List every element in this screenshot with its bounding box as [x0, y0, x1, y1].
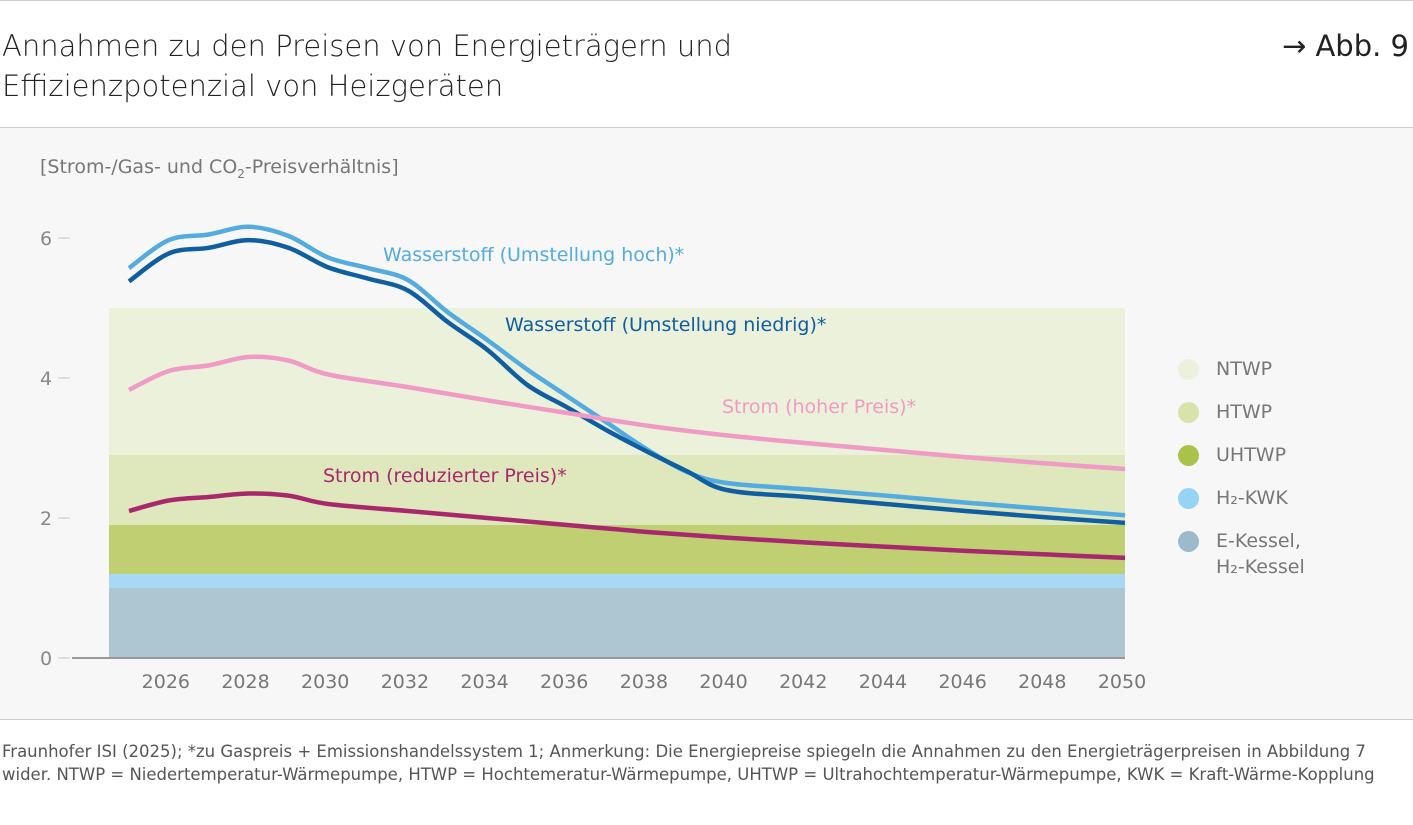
- legend-item: NTWP: [1178, 356, 1305, 399]
- series-label-1: Wasserstoff (Umstellung niedrig)*: [505, 314, 826, 336]
- x-tick-label: 2028: [221, 671, 269, 693]
- y-tick-label: 0: [40, 648, 52, 670]
- x-tick-label: 2026: [142, 671, 190, 693]
- legend-swatch: [1178, 402, 1199, 423]
- legend-swatch: [1178, 531, 1199, 552]
- legend-item: HTWP: [1178, 399, 1305, 442]
- legend: NTWP HTWP UHTWP H₂-KWK E-Kessel, H₂-Kessel: [1178, 356, 1305, 578]
- legend-swatch: [1178, 445, 1199, 466]
- series-label-0: Wasserstoff (Umstellung hoch)*: [383, 244, 684, 266]
- chart-title: Annahmen zu den Preisen von Energieträge…: [2, 29, 733, 103]
- y-tick-label: 4: [40, 368, 52, 390]
- legend-label: NTWP: [1216, 358, 1273, 380]
- legend-swatch: [1178, 488, 1199, 509]
- y-tick-label: 2: [40, 508, 52, 530]
- band-1: [109, 574, 1125, 588]
- x-tick-label: 2048: [1018, 671, 1066, 693]
- legend-label: E-Kessel, H₂-Kessel: [1216, 530, 1305, 578]
- series-line-2: [128, 354, 1126, 472]
- legend-item: H₂-KWK: [1178, 485, 1305, 528]
- y-axis-label-end: -Preisverhältnis]: [244, 156, 399, 178]
- top-divider: [0, 0, 1413, 1]
- band-0: [109, 588, 1125, 658]
- series-line-3: [128, 491, 1126, 561]
- y-axis-label-main: [Strom-/Gas- und CO: [40, 156, 238, 178]
- series-line-0: [127, 224, 1126, 518]
- series-line-1: [127, 237, 1126, 526]
- x-tick-label: 2050: [1098, 671, 1146, 693]
- x-tick-label: 2032: [381, 671, 429, 693]
- x-tick-label: 2030: [301, 671, 349, 693]
- x-tick-label: 2040: [699, 671, 747, 693]
- y-axis-label: [Strom-/Gas- und CO2-Preisverhältnis]: [40, 156, 399, 181]
- x-tick-label: 2044: [859, 671, 907, 693]
- x-tick-label: 2034: [460, 671, 508, 693]
- legend-swatch: [1178, 359, 1199, 380]
- x-tick-label: 2042: [779, 671, 827, 693]
- series-label-3: Strom (reduzierter Preis)*: [323, 465, 567, 487]
- series-label-2: Strom (hoher Preis)*: [722, 396, 916, 418]
- legend-label: HTWP: [1216, 401, 1273, 423]
- x-tick-label: 2036: [540, 671, 588, 693]
- legend-item: UHTWP: [1178, 442, 1305, 485]
- legend-item: E-Kessel, H₂-Kessel: [1178, 528, 1305, 578]
- x-tick-label: 2038: [620, 671, 668, 693]
- y-axis-label-sub: 2: [237, 166, 245, 181]
- figure-reference: → Abb. 9: [1281, 29, 1409, 63]
- y-tick-label: 6: [40, 228, 52, 250]
- footnote: Fraunhofer ISI (2025); *zu Gaspreis + Em…: [2, 742, 1375, 784]
- band-3: [109, 455, 1125, 525]
- legend-label: H₂-KWK: [1216, 487, 1288, 509]
- x-tick-label: 2046: [938, 671, 986, 693]
- legend-label: UHTWP: [1216, 444, 1287, 466]
